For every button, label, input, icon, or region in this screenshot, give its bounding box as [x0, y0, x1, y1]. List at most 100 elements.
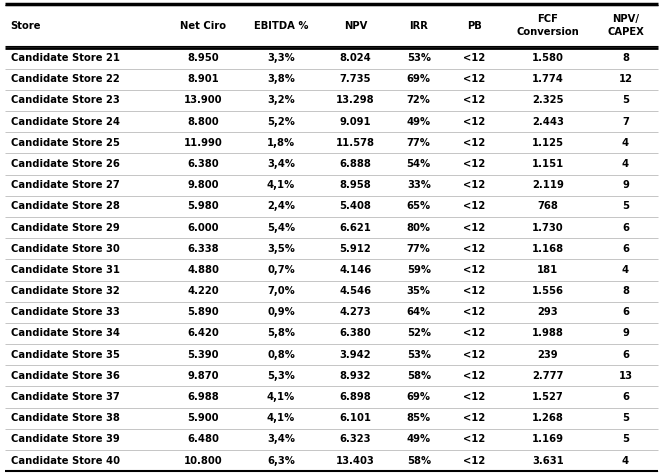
Text: <12: <12	[463, 201, 485, 211]
Text: 4,1%: 4,1%	[267, 180, 295, 190]
Text: 49%: 49%	[406, 117, 431, 127]
Text: 2.443: 2.443	[532, 117, 564, 127]
Text: Candidate Store 31: Candidate Store 31	[11, 265, 119, 275]
Text: Candidate Store 36: Candidate Store 36	[11, 371, 119, 381]
Text: Store: Store	[11, 20, 41, 31]
Text: 53%: 53%	[407, 53, 431, 63]
Text: <12: <12	[463, 138, 485, 148]
Text: 65%: 65%	[406, 201, 431, 211]
Text: Candidate Store 39: Candidate Store 39	[11, 435, 119, 445]
Text: 6.420: 6.420	[188, 329, 219, 339]
Text: 6.000: 6.000	[188, 223, 219, 233]
Text: 9.091: 9.091	[339, 117, 371, 127]
Text: 58%: 58%	[406, 456, 431, 466]
Text: 2,4%: 2,4%	[267, 201, 295, 211]
Text: <12: <12	[463, 286, 485, 296]
Text: 6.621: 6.621	[339, 223, 371, 233]
Text: 3,4%: 3,4%	[267, 435, 295, 445]
Text: 9.870: 9.870	[188, 371, 219, 381]
Text: 5,2%: 5,2%	[267, 117, 295, 127]
Text: 5: 5	[622, 95, 629, 105]
Text: 4.546: 4.546	[339, 286, 371, 296]
Text: 7,0%: 7,0%	[267, 286, 295, 296]
Text: <12: <12	[463, 435, 485, 445]
Text: 59%: 59%	[407, 265, 431, 275]
Text: 0,7%: 0,7%	[267, 265, 295, 275]
Text: <12: <12	[463, 180, 485, 190]
Text: 6: 6	[622, 392, 629, 402]
Text: 3,4%: 3,4%	[267, 159, 295, 169]
Text: <12: <12	[463, 265, 485, 275]
Text: 69%: 69%	[407, 392, 431, 402]
Text: <12: <12	[463, 95, 485, 105]
Text: 6.898: 6.898	[339, 392, 371, 402]
Text: 5.408: 5.408	[339, 201, 371, 211]
Text: Candidate Store 22: Candidate Store 22	[11, 74, 119, 84]
Text: 52%: 52%	[407, 329, 431, 339]
Text: <12: <12	[463, 53, 485, 63]
Text: <12: <12	[463, 74, 485, 84]
Text: 6: 6	[622, 307, 629, 317]
Text: 77%: 77%	[407, 244, 431, 254]
Text: <12: <12	[463, 392, 485, 402]
Text: NPV/
CAPEX: NPV/ CAPEX	[607, 14, 644, 37]
Text: 8.958: 8.958	[339, 180, 371, 190]
Text: 1.580: 1.580	[532, 53, 564, 63]
Text: 2.119: 2.119	[532, 180, 564, 190]
Text: 5.980: 5.980	[188, 201, 219, 211]
Text: 6.888: 6.888	[339, 159, 371, 169]
Text: 4.220: 4.220	[188, 286, 219, 296]
Text: 53%: 53%	[407, 350, 431, 360]
Text: Candidate Store 27: Candidate Store 27	[11, 180, 119, 190]
Text: 2.325: 2.325	[532, 95, 564, 105]
Text: 5,3%: 5,3%	[267, 371, 295, 381]
Text: 13.403: 13.403	[336, 456, 375, 466]
Text: 85%: 85%	[406, 413, 431, 423]
Text: 11.578: 11.578	[336, 138, 375, 148]
Text: 4.146: 4.146	[339, 265, 372, 275]
Text: 1.988: 1.988	[532, 329, 564, 339]
Text: 1.168: 1.168	[532, 244, 564, 254]
Text: 768: 768	[537, 201, 558, 211]
Text: 12: 12	[619, 74, 633, 84]
Text: 6.988: 6.988	[188, 392, 219, 402]
Text: 80%: 80%	[407, 223, 431, 233]
Text: EBITDA %: EBITDA %	[254, 20, 308, 31]
Text: 3.631: 3.631	[532, 456, 564, 466]
Text: 4: 4	[622, 456, 629, 466]
Text: 4,1%: 4,1%	[267, 413, 295, 423]
Text: 1.556: 1.556	[532, 286, 564, 296]
Text: 13.298: 13.298	[336, 95, 375, 105]
Text: <12: <12	[463, 329, 485, 339]
Text: Candidate Store 26: Candidate Store 26	[11, 159, 119, 169]
Text: 77%: 77%	[407, 138, 431, 148]
Text: <12: <12	[463, 413, 485, 423]
Text: <12: <12	[463, 371, 485, 381]
Text: Candidate Store 25: Candidate Store 25	[11, 138, 119, 148]
Text: <12: <12	[463, 350, 485, 360]
Text: 4.880: 4.880	[188, 265, 219, 275]
Text: 1.774: 1.774	[532, 74, 564, 84]
Text: Candidate Store 40: Candidate Store 40	[11, 456, 119, 466]
Text: 33%: 33%	[407, 180, 431, 190]
Text: <12: <12	[463, 223, 485, 233]
Text: 6,3%: 6,3%	[267, 456, 295, 466]
Text: 1.527: 1.527	[532, 392, 564, 402]
Text: 10.800: 10.800	[184, 456, 223, 466]
Text: 3,8%: 3,8%	[267, 74, 295, 84]
Text: 8: 8	[622, 286, 629, 296]
Text: Candidate Store 33: Candidate Store 33	[11, 307, 119, 317]
Text: 5.900: 5.900	[188, 413, 219, 423]
Text: 72%: 72%	[407, 95, 431, 105]
Text: 9: 9	[622, 180, 629, 190]
Text: 58%: 58%	[406, 371, 431, 381]
Text: 239: 239	[538, 350, 558, 360]
Text: Candidate Store 32: Candidate Store 32	[11, 286, 119, 296]
Text: Candidate Store 28: Candidate Store 28	[11, 201, 119, 211]
Text: 6.380: 6.380	[188, 159, 219, 169]
Text: 6.338: 6.338	[188, 244, 219, 254]
Text: 8.901: 8.901	[188, 74, 219, 84]
Text: 49%: 49%	[406, 435, 431, 445]
Text: 1,8%: 1,8%	[267, 138, 295, 148]
Text: 5: 5	[622, 201, 629, 211]
